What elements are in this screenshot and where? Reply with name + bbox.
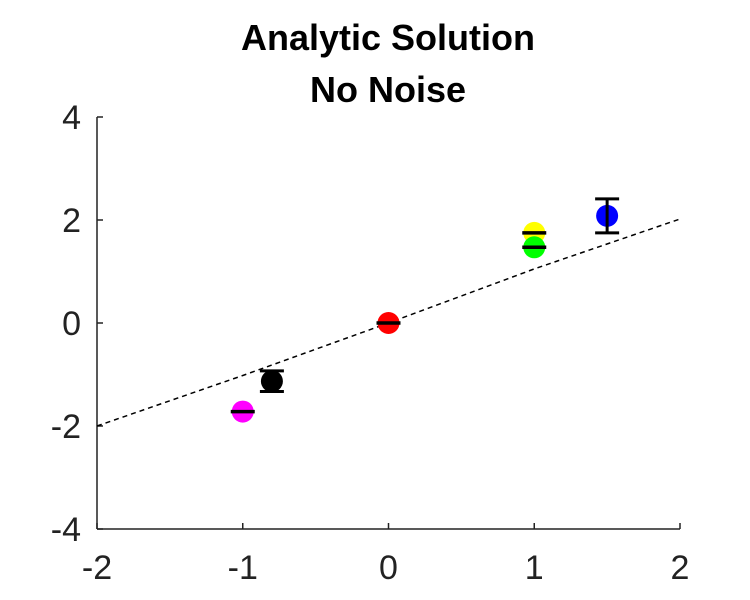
x-tick-label: 0 (379, 549, 398, 587)
y-tick-label: 2 (62, 202, 81, 240)
data-points-layer (230, 197, 620, 423)
x-tick-label: -2 (82, 549, 112, 587)
data-point-4 (522, 236, 547, 259)
y-tick-label: -2 (51, 408, 81, 446)
x-tick-label: -1 (228, 549, 258, 587)
x-tick-label: 2 (671, 549, 690, 587)
y-tick-label: -4 (51, 511, 81, 549)
data-point-0 (230, 400, 255, 423)
x-tick-label: 1 (525, 549, 544, 587)
data-point-1 (259, 369, 284, 393)
y-tick-label: 4 (62, 99, 81, 137)
chart-title-line-1: Analytic Solution (241, 17, 535, 58)
y-tick-label: 0 (62, 305, 81, 343)
data-point-2 (376, 312, 401, 334)
data-point-5 (595, 197, 620, 235)
chart-title-line-2: No Noise (310, 69, 466, 110)
